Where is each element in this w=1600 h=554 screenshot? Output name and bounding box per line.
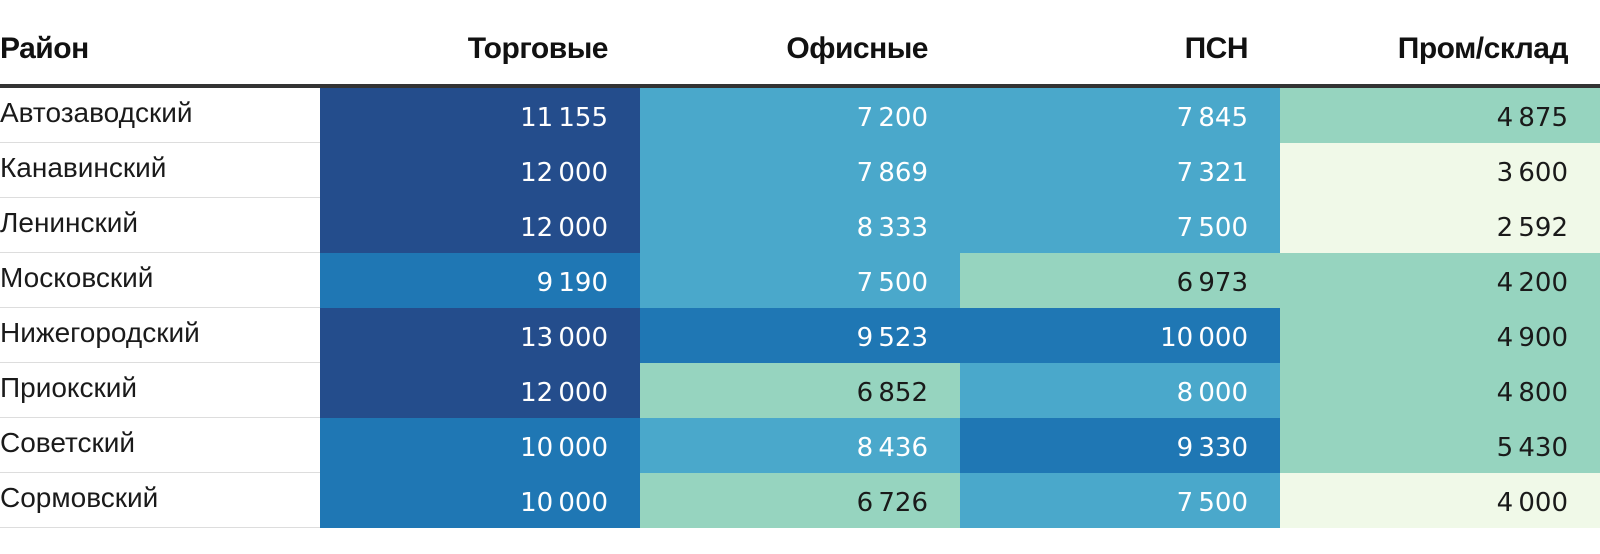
heat-cell-psn: 7 321 <box>960 143 1280 198</box>
heat-cell-industrial: 4 200 <box>1280 253 1600 308</box>
row-label-district: Нижегородский <box>0 308 320 363</box>
row-label-district: Канавинский <box>0 143 320 198</box>
heat-cell-retail: 13 000 <box>320 308 640 363</box>
heat-cell-retail: 10 000 <box>320 473 640 528</box>
heat-cell-psn: 7 845 <box>960 88 1280 143</box>
column-header-retail: Торговые <box>467 32 609 65</box>
row-label-district: Автозаводский <box>0 88 320 143</box>
heatmap-table: Район Торговые Офисные ПСН Пром/склад Ав… <box>0 0 1600 528</box>
table-row: Сормовский 10 000 6 726 7 500 4 000 <box>0 473 1600 528</box>
row-label-district: Сормовский <box>0 473 320 528</box>
heat-cell-psn: 10 000 <box>960 308 1280 363</box>
heat-cell-industrial: 2 592 <box>1280 198 1600 253</box>
heat-cell-office: 7 869 <box>640 143 960 198</box>
heat-cell-retail: 11 155 <box>320 88 640 143</box>
row-label-district: Московский <box>0 253 320 308</box>
heat-cell-industrial: 4 800 <box>1280 363 1600 418</box>
table-row: Московский 9 190 7 500 6 973 4 200 <box>0 253 1600 308</box>
table-row: Автозаводский 11 155 7 200 7 845 4 875 <box>0 88 1600 143</box>
heat-cell-industrial: 4 875 <box>1280 88 1600 143</box>
heat-cell-industrial: 3 600 <box>1280 143 1600 198</box>
row-label-district: Приокский <box>0 363 320 418</box>
table-row: Канавинский 12 000 7 869 7 321 3 600 <box>0 143 1600 198</box>
table-row: Советский 10 000 8 436 9 330 5 430 <box>0 418 1600 473</box>
heat-cell-office: 7 500 <box>640 253 960 308</box>
heat-cell-industrial: 4 900 <box>1280 308 1600 363</box>
heat-cell-office: 6 726 <box>640 473 960 528</box>
table-header-row: Район Торговые Офисные ПСН Пром/склад <box>0 0 1600 88</box>
heat-cell-psn: 7 500 <box>960 198 1280 253</box>
column-header-industrial: Пром/склад <box>1397 32 1569 65</box>
column-header-psn: ПСН <box>1184 32 1249 65</box>
table-body: Автозаводский 11 155 7 200 7 845 4 875 Канави… <box>0 88 1600 528</box>
table-row: Приокский 12 000 6 852 8 000 4 800 <box>0 363 1600 418</box>
column-header-office: Офисные <box>786 32 928 65</box>
table-row: Нижегородский 13 000 9 523 10 000 4 900 <box>0 308 1600 363</box>
heat-cell-psn: 6 973 <box>960 253 1280 308</box>
heat-cell-psn: 9 330 <box>960 418 1280 473</box>
heat-cell-office: 9 523 <box>640 308 960 363</box>
heat-cell-retail: 12 000 <box>320 198 640 253</box>
heat-cell-psn: 8 000 <box>960 363 1280 418</box>
heat-cell-psn: 7 500 <box>960 473 1280 528</box>
heat-cell-office: 7 200 <box>640 88 960 143</box>
heat-cell-office: 8 333 <box>640 198 960 253</box>
row-label-district: Ленинский <box>0 198 320 253</box>
row-label-district: Советский <box>0 418 320 473</box>
heat-cell-industrial: 5 430 <box>1280 418 1600 473</box>
heat-cell-industrial: 4 000 <box>1280 473 1600 528</box>
heat-cell-retail: 12 000 <box>320 363 640 418</box>
heat-cell-office: 8 436 <box>640 418 960 473</box>
heat-cell-retail: 9 190 <box>320 253 640 308</box>
heat-cell-office: 6 852 <box>640 363 960 418</box>
table-row: Ленинский 12 000 8 333 7 500 2 592 <box>0 198 1600 253</box>
heat-cell-retail: 12 000 <box>320 143 640 198</box>
heat-cell-retail: 10 000 <box>320 418 640 473</box>
column-header-district: Район <box>0 32 89 65</box>
